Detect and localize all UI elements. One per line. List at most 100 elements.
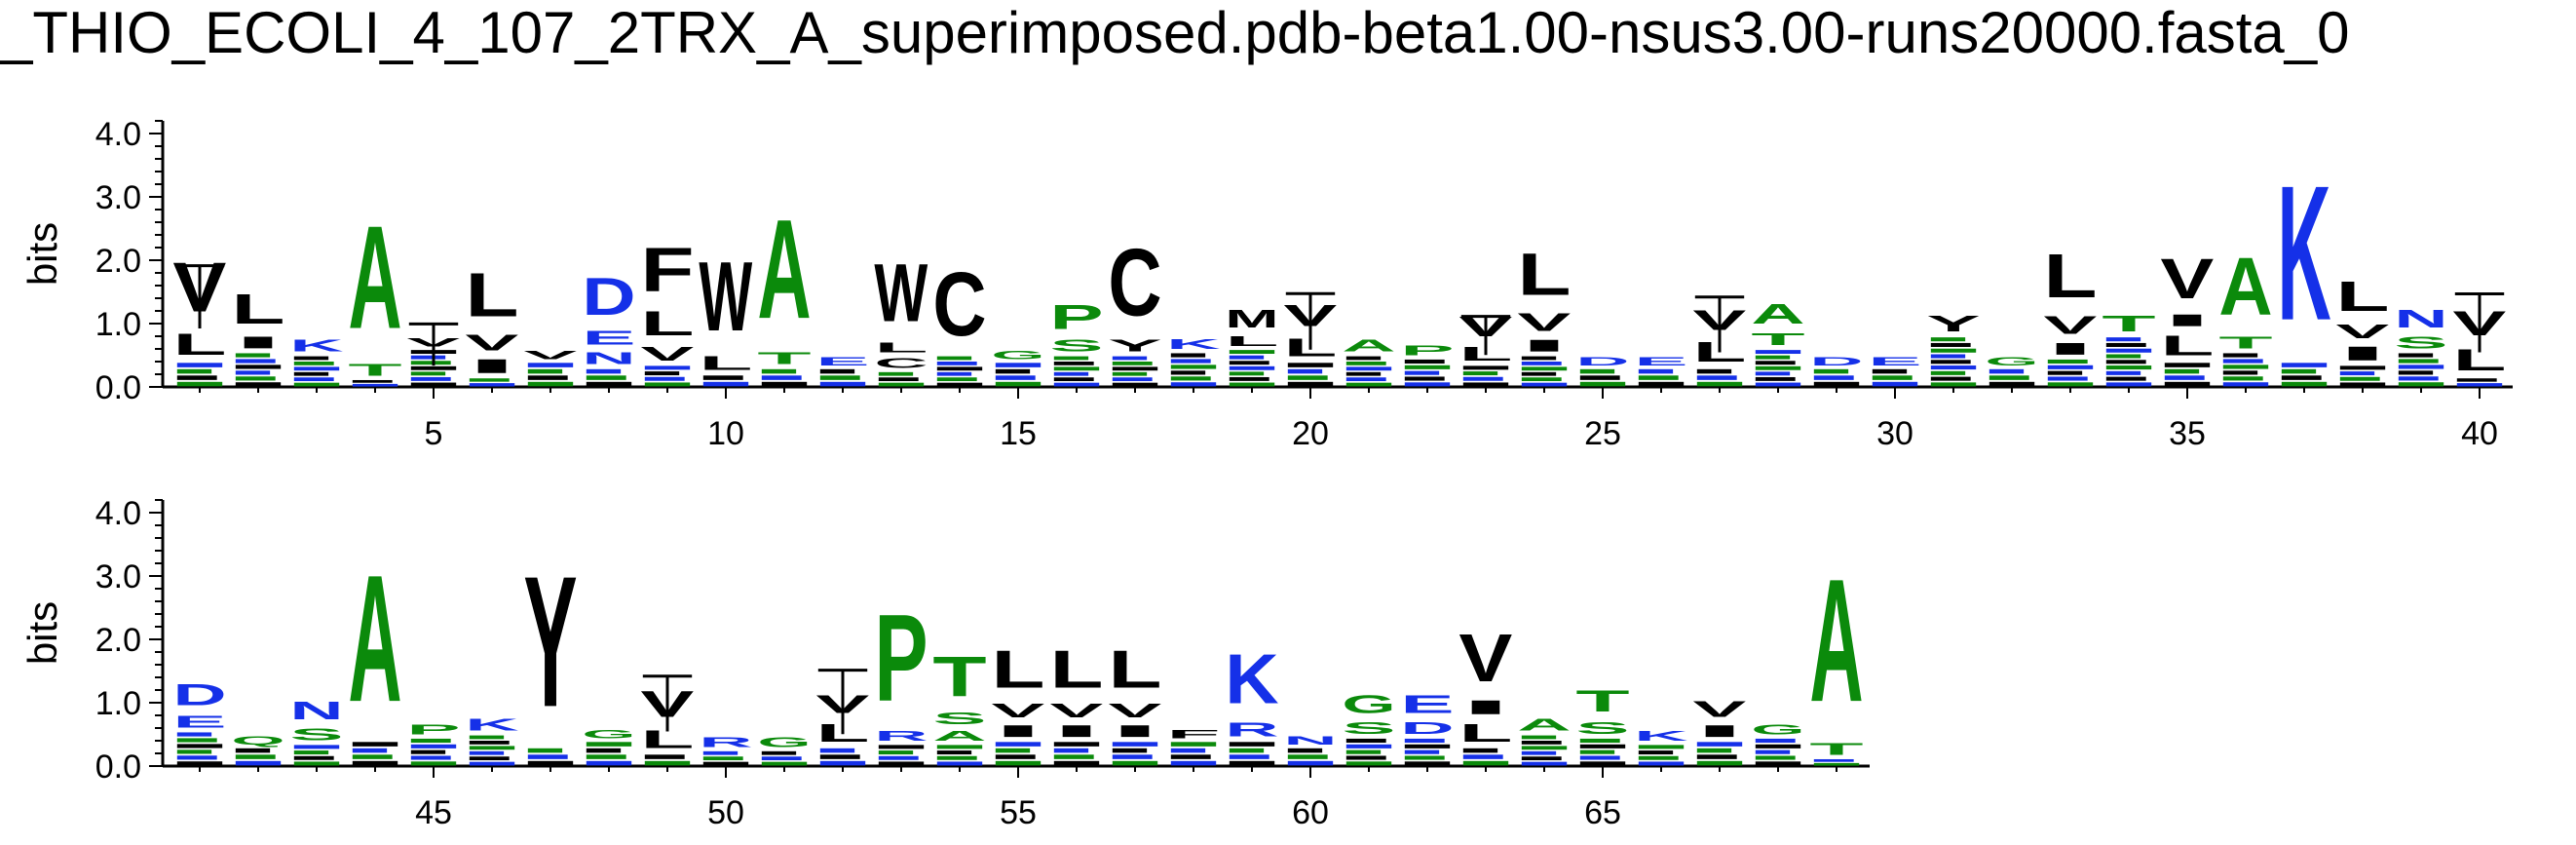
minor-residue-mark [2222,353,2258,358]
minor-residue-mark [702,750,739,755]
minor-residue-mark [1404,744,1451,749]
residue-letter-L: L [991,639,1044,700]
minor-residue-mark [1521,356,1557,361]
residue-letter-S: S [932,709,986,728]
minor-residue-mark [1462,376,1503,381]
y-tick-label: 0.0 [95,369,141,406]
minor-residue-mark [1579,368,1615,374]
logo-column-24: IVL [1517,242,1572,387]
minor-residue-mark [1638,381,1685,387]
logo-column-34: T [2102,311,2156,387]
residue-letter-L: L [1049,639,1103,700]
x-tick-label: 65 [1584,794,1621,831]
logo-column-53: RP [874,589,928,766]
minor-residue-mark [819,381,866,387]
minor-residue-mark [819,754,860,759]
logo-column-58: F [1166,728,1221,766]
minor-residue-mark [2105,348,2152,353]
residue-letter-K: K [1225,639,1278,718]
minor-residue-mark [1112,371,1148,376]
minor-residue-mark [293,382,340,387]
residue-letter-T: T [1809,740,1864,759]
minor-residue-mark [2281,363,2328,367]
minor-residue-mark [2164,368,2200,374]
minor-residue-mark [1287,381,1334,387]
residue-letter-T: T [757,349,812,368]
minor-residue-mark [1579,738,1620,744]
minor-residue-mark [176,755,217,760]
residue-letter-D: D [1400,718,1454,737]
minor-residue-mark [2105,376,2146,381]
logo-column-54: AST [932,646,987,766]
residue-letter-L: L [1517,242,1571,308]
minor-residue-mark [1229,355,1265,360]
minor-residue-mark [1345,761,1392,766]
minor-residue-mark [293,356,329,361]
minor-residue-mark [1112,382,1158,387]
minor-residue-mark [527,368,563,374]
logo-column-44: A [348,538,402,766]
minor-residue-mark [702,756,743,761]
minor-residue-mark [1930,370,1966,375]
minor-residue-mark [1813,375,1854,380]
minor-residue-mark [1404,376,1445,381]
minor-residue-mark [235,370,271,375]
minor-residue-mark [1345,738,1386,744]
minor-residue-mark [410,755,451,760]
residue-letter-Y: Y [523,538,577,747]
minor-residue-mark [1989,368,2025,374]
minor-residue-mark [235,365,282,369]
minor-residue-mark [1872,368,1908,374]
minor-residue-mark [2222,365,2269,369]
minor-residue-mark [878,382,925,387]
residue-letter-V: V [523,349,577,362]
minor-residue-mark [1170,742,1217,747]
logo-column-7: V [523,349,577,387]
minor-residue-mark [2164,363,2211,367]
minor-residue-mark [995,375,1036,380]
minor-residue-mark [1345,382,1392,387]
residue-letter-Q: Q [231,734,284,747]
minor-residue-mark [1462,748,1498,753]
minor-residue-mark [1872,381,1918,387]
minor-residue-mark [936,382,983,387]
minor-residue-mark [1696,742,1743,747]
minor-residue-mark [936,377,977,382]
minor-residue-mark [1345,371,1382,376]
logo-column-11: TA [757,190,812,387]
minor-residue-mark [1229,376,1269,381]
minor-residue-mark [586,748,622,753]
residue-letter-N: N [582,349,635,367]
minor-residue-mark [1404,365,1451,369]
minor-residue-mark [586,742,632,747]
logo-column-5: V [406,322,460,387]
minor-residue-mark [1930,337,1966,342]
minor-residue-mark [1053,356,1089,361]
minor-residue-mark [1813,381,1860,387]
logo-column-49: LV [640,674,695,766]
minor-residue-mark [2222,370,2258,375]
minor-residue-mark [410,744,457,749]
minor-residue-mark [1053,742,1100,747]
minor-residue-mark [819,375,860,380]
logo-column-56: IVL [1049,639,1104,766]
x-tick-label: 60 [1292,794,1329,831]
minor-residue-mark [586,381,632,387]
minor-residue-mark [936,366,983,371]
residue-letter-G: G [1751,722,1804,738]
minor-residue-mark [1404,359,1445,365]
residue-letter-N: N [2394,305,2447,333]
residue-letter-C: C [932,254,986,356]
logo-column-17: YC [1108,228,1162,387]
minor-residue-mark [1170,760,1217,766]
residue-letter-R: R [874,728,928,744]
minor-residue-mark [235,376,276,381]
minor-residue-mark [293,362,334,365]
logo-column-45: P [406,721,461,766]
residue-letter-E: E [582,326,635,349]
residue-letter-D: D [172,677,226,711]
minor-residue-mark [2047,370,2083,375]
residue-letter-F: F [1166,728,1220,741]
x-tick-label: 40 [2461,415,2498,452]
